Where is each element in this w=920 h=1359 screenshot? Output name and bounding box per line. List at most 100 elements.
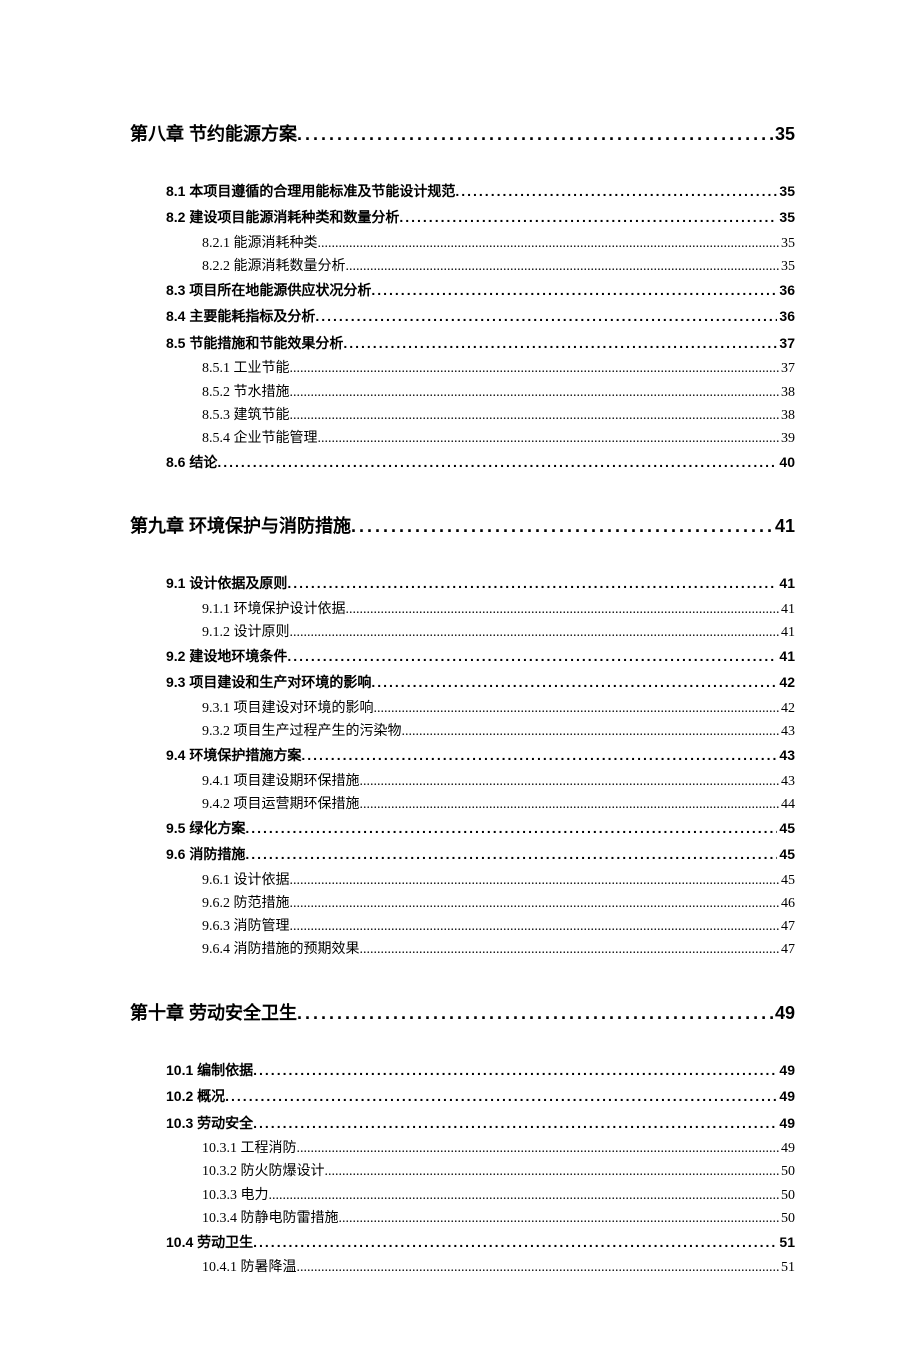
toc-leader: [290, 621, 780, 644]
toc-label: 8.1 本项目遵循的合理用能标准及节能设计规范: [166, 179, 455, 204]
toc-label: 8.5.2 节水措施: [202, 381, 290, 404]
toc-label: 9.6 消防措施: [166, 842, 245, 867]
toc-page-number: 40: [777, 450, 795, 475]
toc-label: 9.2 建设地环境条件: [166, 644, 287, 669]
toc-page-number: 49: [779, 1137, 795, 1160]
toc-page-number: 41: [777, 644, 795, 669]
toc-leader: [455, 179, 777, 204]
toc-leader: [290, 381, 780, 404]
toc-entry: 8.2 建设项目能源消耗种类和数量分析 35: [166, 205, 795, 230]
toc-page-number: 35: [779, 255, 795, 278]
toc-label: 9.4 环境保护措施方案: [166, 743, 301, 768]
toc-label: 9.1.1 环境保护设计依据: [202, 598, 346, 621]
toc-entry: 8.6 结论40: [166, 450, 795, 475]
toc-page-number: 47: [779, 938, 795, 961]
toc-leader: [287, 571, 777, 596]
toc-label: 10.3.1 工程消防: [202, 1137, 297, 1160]
toc-entry: 9.3 项目建设和生产对环境的影响 42: [166, 670, 795, 695]
toc-page-number: 42: [777, 670, 795, 695]
toc-entry: 8.5.3 建筑节能38: [202, 404, 795, 427]
toc-entry: 9.4 环境保护措施方案 43: [166, 743, 795, 768]
toc-leader: [399, 205, 777, 230]
toc-label: 10.4.1 防暑降温: [202, 1256, 297, 1279]
toc-page-number: 49: [773, 999, 795, 1028]
toc-leader: [351, 512, 773, 541]
toc-page-number: 47: [779, 915, 795, 938]
toc-entry: 10.2 概况 49: [166, 1084, 795, 1109]
toc-label: 10.1 编制依据: [166, 1058, 253, 1083]
toc-label: 9.6.3 消防管理: [202, 915, 290, 938]
toc-entry: 8.1 本项目遵循的合理用能标准及节能设计规范35: [166, 179, 795, 204]
toc-entry: 10.4 劳动卫生51: [166, 1230, 795, 1255]
toc-leader: [343, 331, 777, 356]
toc-entry: 9.6.1 设计依据45: [202, 869, 795, 892]
toc-label: 9.3.2 项目生产过程产生的污染物: [202, 720, 402, 743]
toc-page-number: 36: [777, 278, 795, 303]
toc-label: 9.3 项目建设和生产对环境的影响: [166, 670, 371, 695]
toc-page-number: 35: [779, 232, 795, 255]
toc-leader: [297, 999, 773, 1028]
toc-entry: 8.2.2 能源消耗数量分析35: [202, 255, 795, 278]
toc-label: 9.1 设计依据及原则: [166, 571, 287, 596]
toc-entry: 9.3.2 项目生产过程产生的污染物43: [202, 720, 795, 743]
toc-entry: 9.3.1 项目建设对环境的影响42: [202, 697, 795, 720]
toc-leader: [253, 1230, 777, 1255]
toc-page-number: 35: [777, 205, 795, 230]
toc-label: 10.2 概况: [166, 1084, 225, 1109]
toc-label: 9.5 绿化方案: [166, 816, 245, 841]
toc-leader: [290, 404, 780, 427]
toc-page-number: 35: [773, 120, 795, 149]
toc-page-number: 38: [779, 381, 795, 404]
toc-page-number: 49: [777, 1084, 795, 1109]
toc-label: 9.4.2 项目运营期环保措施: [202, 793, 360, 816]
toc-page-number: 49: [777, 1111, 795, 1136]
toc-label: 9.4.1 项目建设期环保措施: [202, 770, 360, 793]
toc-page-number: 41: [777, 571, 795, 596]
toc-leader: [318, 232, 780, 255]
toc-label: 9.6.1 设计依据: [202, 869, 290, 892]
toc-page-number: 38: [779, 404, 795, 427]
toc-leader: [245, 842, 777, 867]
toc-leader: [287, 644, 777, 669]
toc-leader: [374, 697, 780, 720]
toc-page-number: 45: [777, 842, 795, 867]
toc-label: 8.3 项目所在地能源供应状况分析: [166, 278, 371, 303]
toc-page-number: 36: [777, 304, 795, 329]
toc-label: 8.5 节能措施和节能效果分析: [166, 331, 343, 356]
toc-label: 9.1.2 设计原则: [202, 621, 290, 644]
toc-entry: 8.3 项目所在地能源供应状况分析 36: [166, 278, 795, 303]
toc-entry: 9.6.2 防范措施 46: [202, 892, 795, 915]
toc-page-number: 46: [779, 892, 795, 915]
toc-label: 9.6.4 消防措施的预期效果: [202, 938, 360, 961]
toc-leader: [245, 816, 777, 841]
toc-entry: 10.3.1 工程消防 49: [202, 1137, 795, 1160]
toc-page-number: 42: [779, 697, 795, 720]
toc-entry: 第八章 节约能源方案35: [130, 120, 795, 149]
toc-page-number: 43: [777, 743, 795, 768]
toc-label: 8.4 主要能耗指标及分析: [166, 304, 315, 329]
toc-entry: 8.4 主要能耗指标及分析 36: [166, 304, 795, 329]
toc-leader: [402, 720, 780, 743]
table-of-contents: 第八章 节约能源方案358.1 本项目遵循的合理用能标准及节能设计规范358.2…: [130, 120, 795, 1279]
toc-leader: [371, 670, 777, 695]
toc-page-number: 50: [779, 1184, 795, 1207]
toc-entry: 9.6 消防措施 45: [166, 842, 795, 867]
toc-page-number: 41: [773, 512, 795, 541]
toc-leader: [290, 357, 780, 380]
toc-label: 10.3 劳动安全: [166, 1111, 253, 1136]
toc-label: 8.2 建设项目能源消耗种类和数量分析: [166, 205, 399, 230]
toc-entry: 10.3.4 防静电防雷措施50: [202, 1207, 795, 1230]
toc-leader: [297, 1256, 780, 1279]
toc-leader: [253, 1111, 777, 1136]
toc-leader: [371, 278, 777, 303]
toc-entry: 9.1.1 环境保护设计依据41: [202, 598, 795, 621]
toc-leader: [253, 1058, 777, 1083]
toc-entry: 8.5 节能措施和节能效果分析37: [166, 331, 795, 356]
toc-page-number: 37: [779, 357, 795, 380]
toc-label: 9.6.2 防范措施: [202, 892, 290, 915]
toc-label: 10.4 劳动卫生: [166, 1230, 253, 1255]
toc-label: 8.5.1 工业节能: [202, 357, 290, 380]
toc-page-number: 50: [779, 1160, 795, 1183]
toc-leader: [360, 770, 780, 793]
toc-page-number: 51: [779, 1256, 795, 1279]
